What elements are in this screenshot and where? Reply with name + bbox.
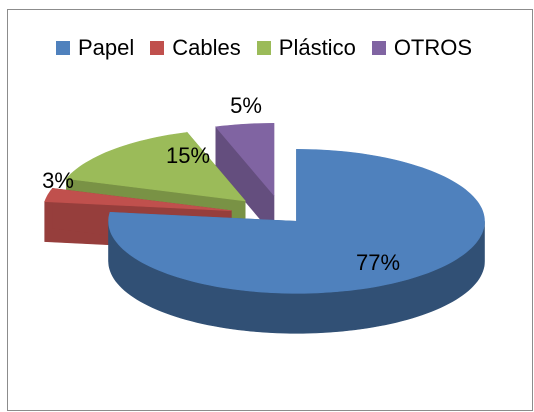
data-label-papel: 77%	[356, 250, 400, 275]
legend-label-papel: Papel	[78, 35, 135, 60]
legend-swatch-cables	[150, 41, 165, 55]
legend-item-otros: OTROS	[371, 35, 473, 61]
legend-swatch-papel	[56, 41, 70, 55]
legend-item-cables: Cables	[150, 35, 241, 61]
slice-papel	[108, 148, 485, 334]
data-label-plastico: 15%	[166, 143, 210, 168]
slice-plastico-top	[65, 132, 246, 202]
legend-label-cables: Cables	[172, 35, 241, 60]
legend-item-papel: Papel	[56, 35, 134, 61]
data-label-otros: 5%	[230, 93, 262, 118]
legend-label-plastico: Plástico	[278, 35, 356, 60]
legend-label-otros: OTROS	[393, 35, 473, 60]
legend-swatch-otros	[371, 41, 386, 55]
data-label-cables: 3%	[42, 168, 74, 193]
slice-otros-top	[215, 122, 275, 197]
legend-swatch-plastico	[256, 41, 271, 55]
legend-item-plastico: Plástico	[256, 35, 356, 61]
legend: Papel Cables Plástico OTROS	[56, 29, 472, 67]
slice-papel-top	[108, 148, 485, 294]
slice-cables-top	[44, 188, 232, 211]
